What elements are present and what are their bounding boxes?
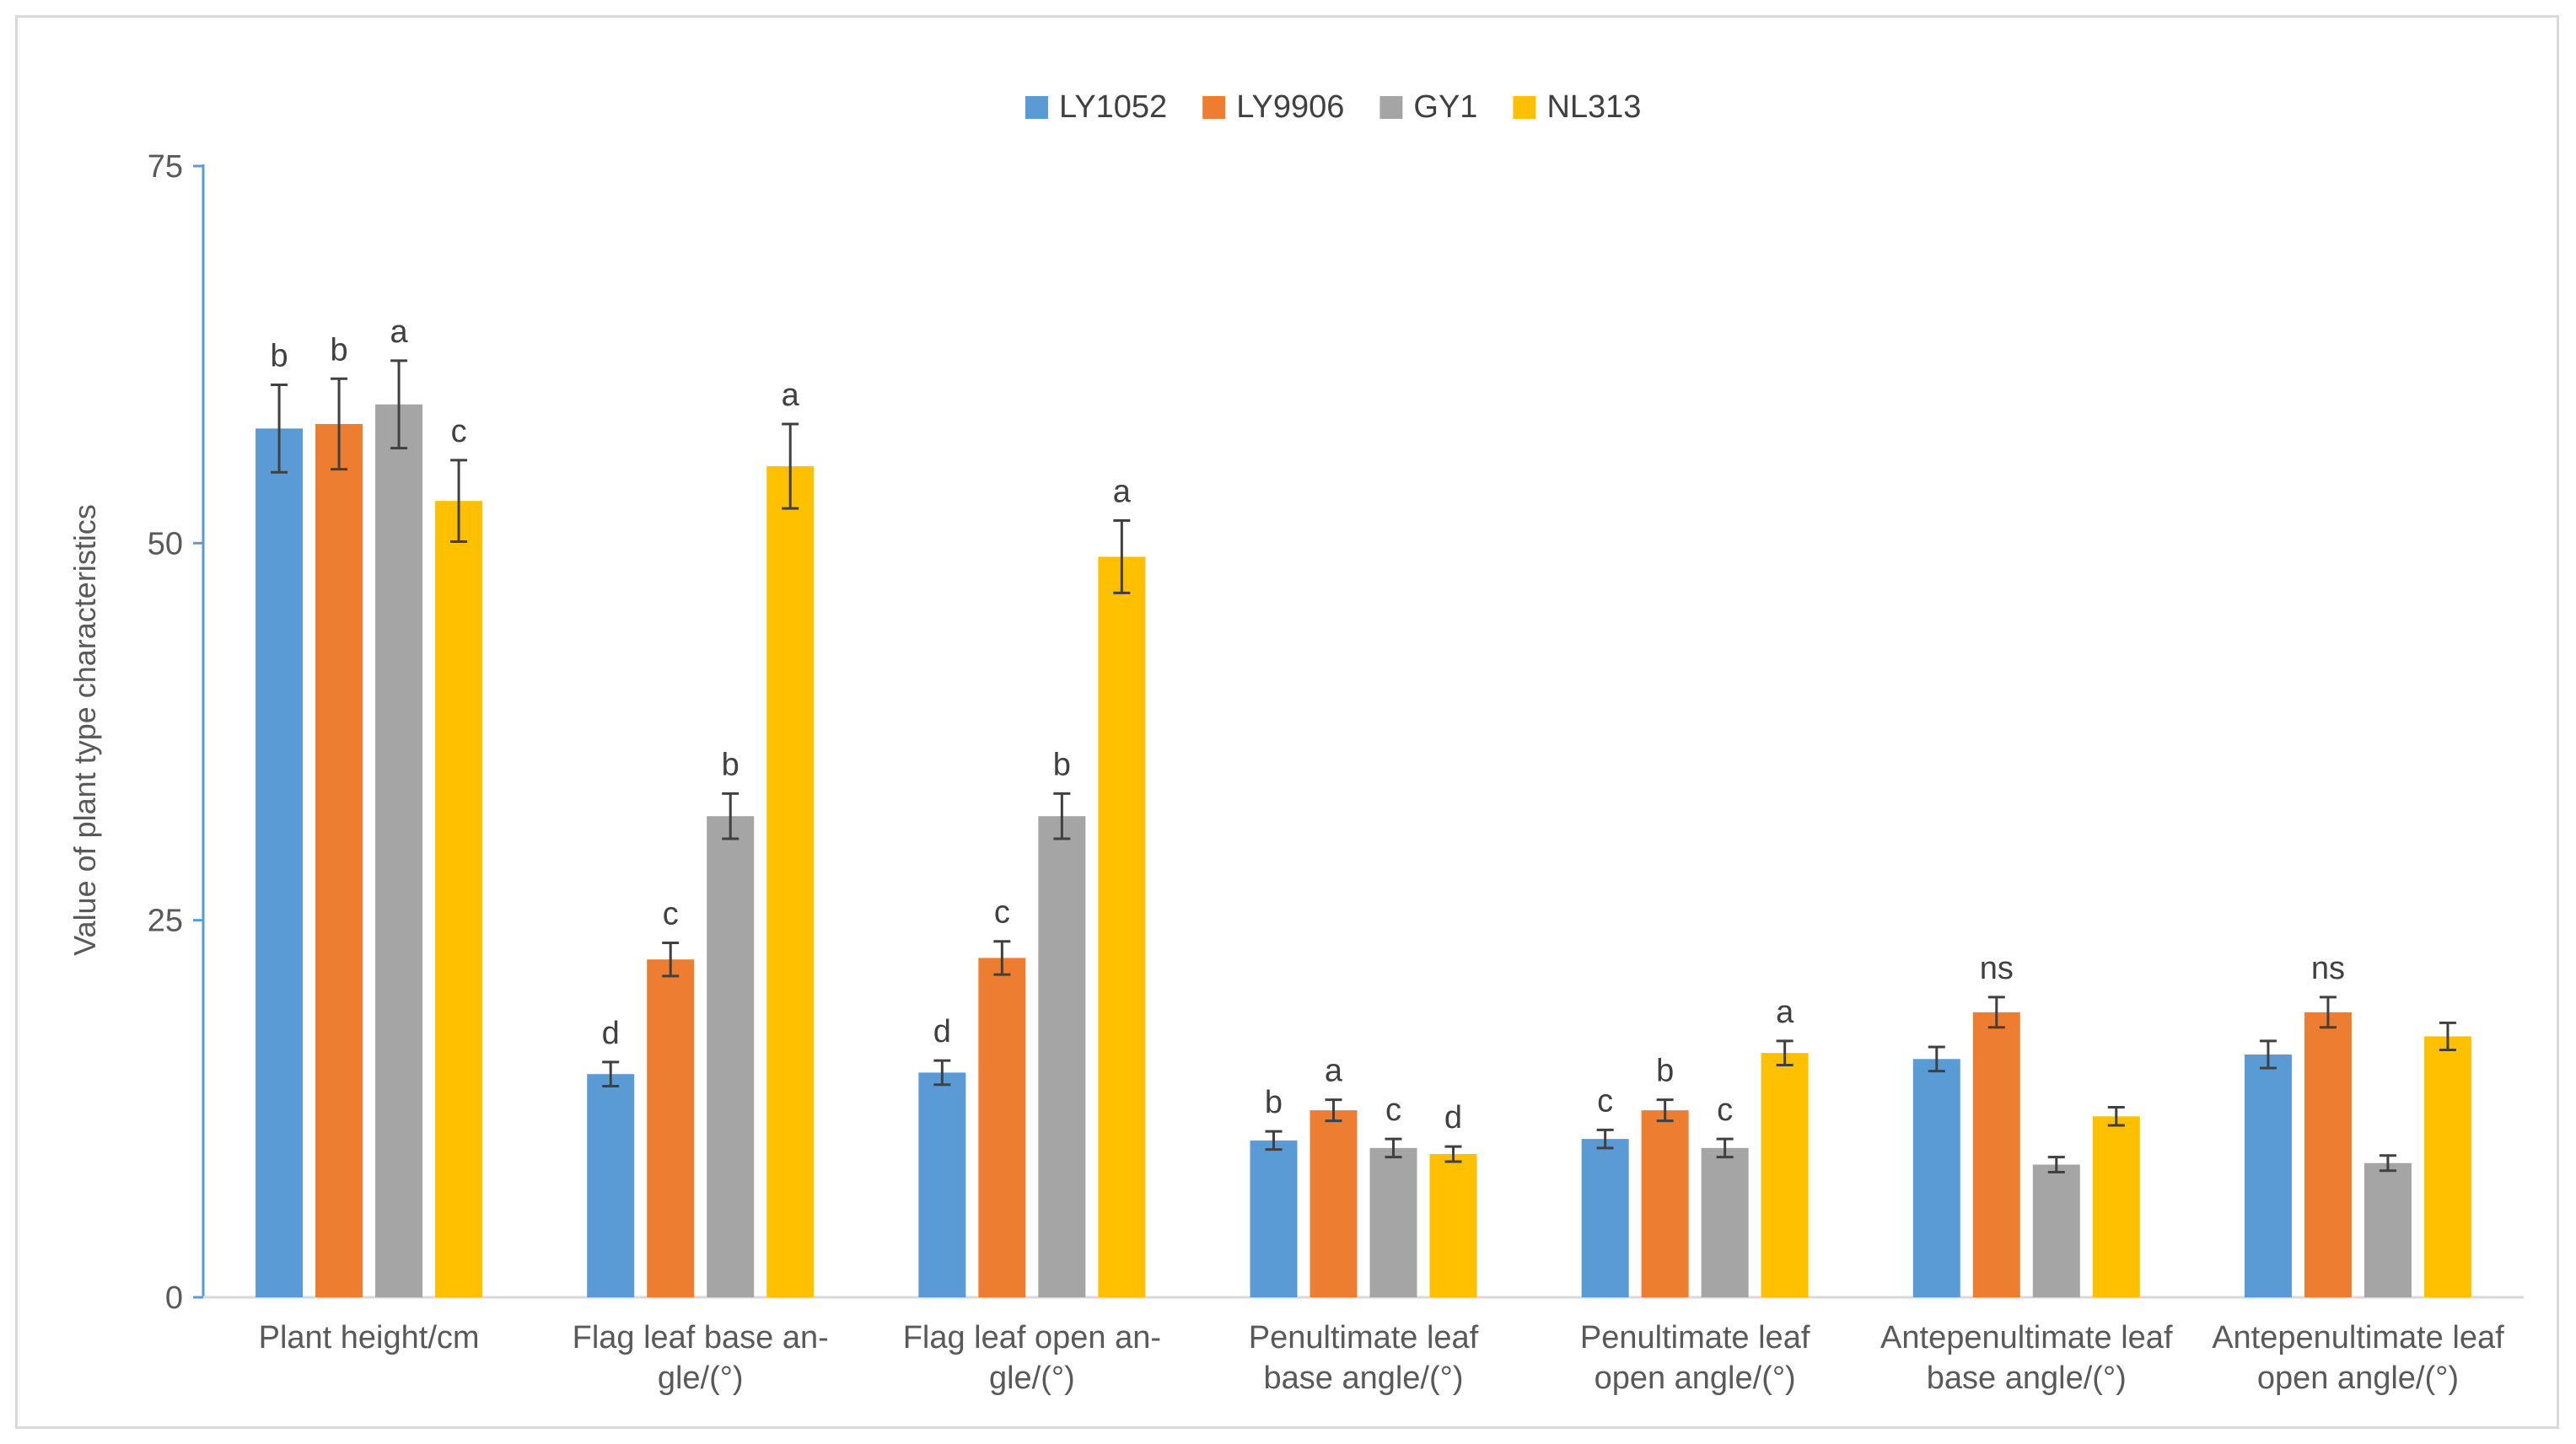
category-label-line: Antepenultimate leaf [1880, 1320, 2173, 1355]
category-label: Penultimate leaf open angle/(°) [1580, 1320, 1810, 1396]
significance-label: a [1776, 995, 1794, 1030]
significance-label: b [271, 338, 288, 373]
category-label: Antepenultimate leaf base angle/(°) [1880, 1320, 2173, 1396]
y-axis-label: Value of plant type characteristics [67, 504, 102, 956]
category-label-line: Penultimate leaf [1580, 1320, 1810, 1355]
category-label-line: Flag leaf base an- [573, 1320, 829, 1355]
legend-label-nl313: NL313 [1546, 89, 1641, 125]
significance-label: c [994, 895, 1010, 931]
bar-nl313 [1098, 556, 1146, 1297]
significance-label: ns [2311, 951, 2345, 986]
significance-label: b [1265, 1085, 1283, 1120]
category-label-line: gle/(°) [658, 1361, 744, 1396]
chart-frame: 0 25 50 75 b b a c Plant height/cm d c b a Flag leaf… [15, 15, 2559, 1429]
bar-gy1 [2032, 1164, 2080, 1297]
significance-label: a [1113, 474, 1132, 509]
bar-ly9906 [1641, 1110, 1689, 1297]
category-label: Flag leaf base an-gle/(°) [573, 1320, 829, 1396]
bar-nl313 [1429, 1154, 1477, 1297]
bar-ly9906 [2304, 1012, 2352, 1297]
bar-ly9906 [647, 959, 695, 1297]
bar-gy1 [375, 404, 423, 1298]
bar-nl313 [1761, 1053, 1809, 1297]
category-label: Antepenultimate leaf open angle/(°) [2212, 1320, 2504, 1396]
category-label-line: base angle/(°) [1264, 1361, 1464, 1396]
significance-label: d [933, 1014, 951, 1049]
category-label: Flag leaf open an-gle/(°) [903, 1320, 1161, 1396]
y-tick-label: 75 [148, 149, 183, 185]
labels-layer: b b a c Plant height/cm d c b a Flag leaf base an… [259, 314, 2504, 1396]
bar-gy1 [1038, 816, 1086, 1297]
category-label-line: base angle/(°) [1927, 1361, 2127, 1396]
category-label-line: Plant height/cm [259, 1320, 480, 1355]
legend-swatch-ly9906 [1202, 96, 1226, 119]
bars-layer [255, 359, 2471, 1298]
significance-label: ns [1980, 951, 2014, 986]
category-label-line: gle/(°) [989, 1361, 1075, 1396]
category-label-line: Penultimate leaf [1249, 1320, 1479, 1355]
bar-ly1052 [587, 1074, 635, 1297]
bar-chart: 0 25 50 75 b b a c Plant height/cm d c b a Flag leaf… [67, 89, 2524, 1396]
bar-ly9906 [315, 423, 363, 1297]
bar-ly1052 [2244, 1054, 2292, 1297]
legend-label-ly9906: LY9906 [1236, 89, 1344, 125]
bar-ly1052 [1581, 1139, 1629, 1297]
y-tick-label: 0 [165, 1280, 183, 1316]
bar-gy1 [2364, 1162, 2412, 1297]
bar-nl313 [435, 501, 483, 1297]
significance-label: c [451, 414, 467, 449]
bar-nl313 [2092, 1116, 2140, 1297]
significance-label: b [722, 747, 739, 782]
bar-ly1052 [255, 428, 304, 1297]
significance-label: c [1717, 1092, 1733, 1128]
significance-label: b [1053, 747, 1071, 782]
bar-ly9906 [1972, 1012, 2020, 1297]
significance-label: d [1444, 1100, 1462, 1135]
bar-ly1052 [1912, 1059, 1960, 1297]
significance-label: c [663, 897, 679, 932]
significance-label: a [782, 378, 800, 413]
significance-label: a [390, 314, 409, 350]
significance-label: c [1597, 1083, 1613, 1119]
bar-gy1 [707, 816, 755, 1297]
bar-ly9906 [978, 958, 1026, 1297]
y-tick-label: 50 [148, 526, 183, 561]
significance-label: c [1385, 1092, 1401, 1128]
bar-nl313 [766, 466, 815, 1297]
bar-ly9906 [1310, 1110, 1358, 1297]
significance-label: b [1656, 1054, 1674, 1089]
significance-label: d [602, 1016, 620, 1051]
category-label: Plant height/cm [259, 1320, 480, 1355]
legend: LY1052 LY9906 GY1 NL313 [1025, 89, 1641, 125]
y-tick-label: 25 [148, 904, 183, 939]
legend-label-ly1052: LY1052 [1059, 89, 1167, 125]
significance-label: a [1325, 1054, 1343, 1089]
legend-swatch-ly1052 [1025, 96, 1048, 119]
bar-ly1052 [1250, 1140, 1298, 1297]
bar-gy1 [1369, 1147, 1417, 1297]
category-label-line: Antepenultimate leaf [2212, 1320, 2504, 1355]
legend-swatch-nl313 [1513, 96, 1536, 119]
bar-gy1 [1701, 1147, 1749, 1297]
bar-nl313 [2423, 1036, 2471, 1297]
category-label: Penultimate leaf base angle/(°) [1249, 1320, 1479, 1396]
significance-label: b [331, 332, 348, 368]
bar-ly1052 [918, 1072, 966, 1297]
category-label-line: Flag leaf open an- [903, 1320, 1161, 1355]
category-label-line: open angle/(°) [1595, 1361, 1796, 1396]
legend-swatch-gy1 [1379, 96, 1403, 119]
category-label-line: open angle/(°) [2257, 1361, 2459, 1396]
legend-label-gy1: GY1 [1413, 89, 1477, 125]
